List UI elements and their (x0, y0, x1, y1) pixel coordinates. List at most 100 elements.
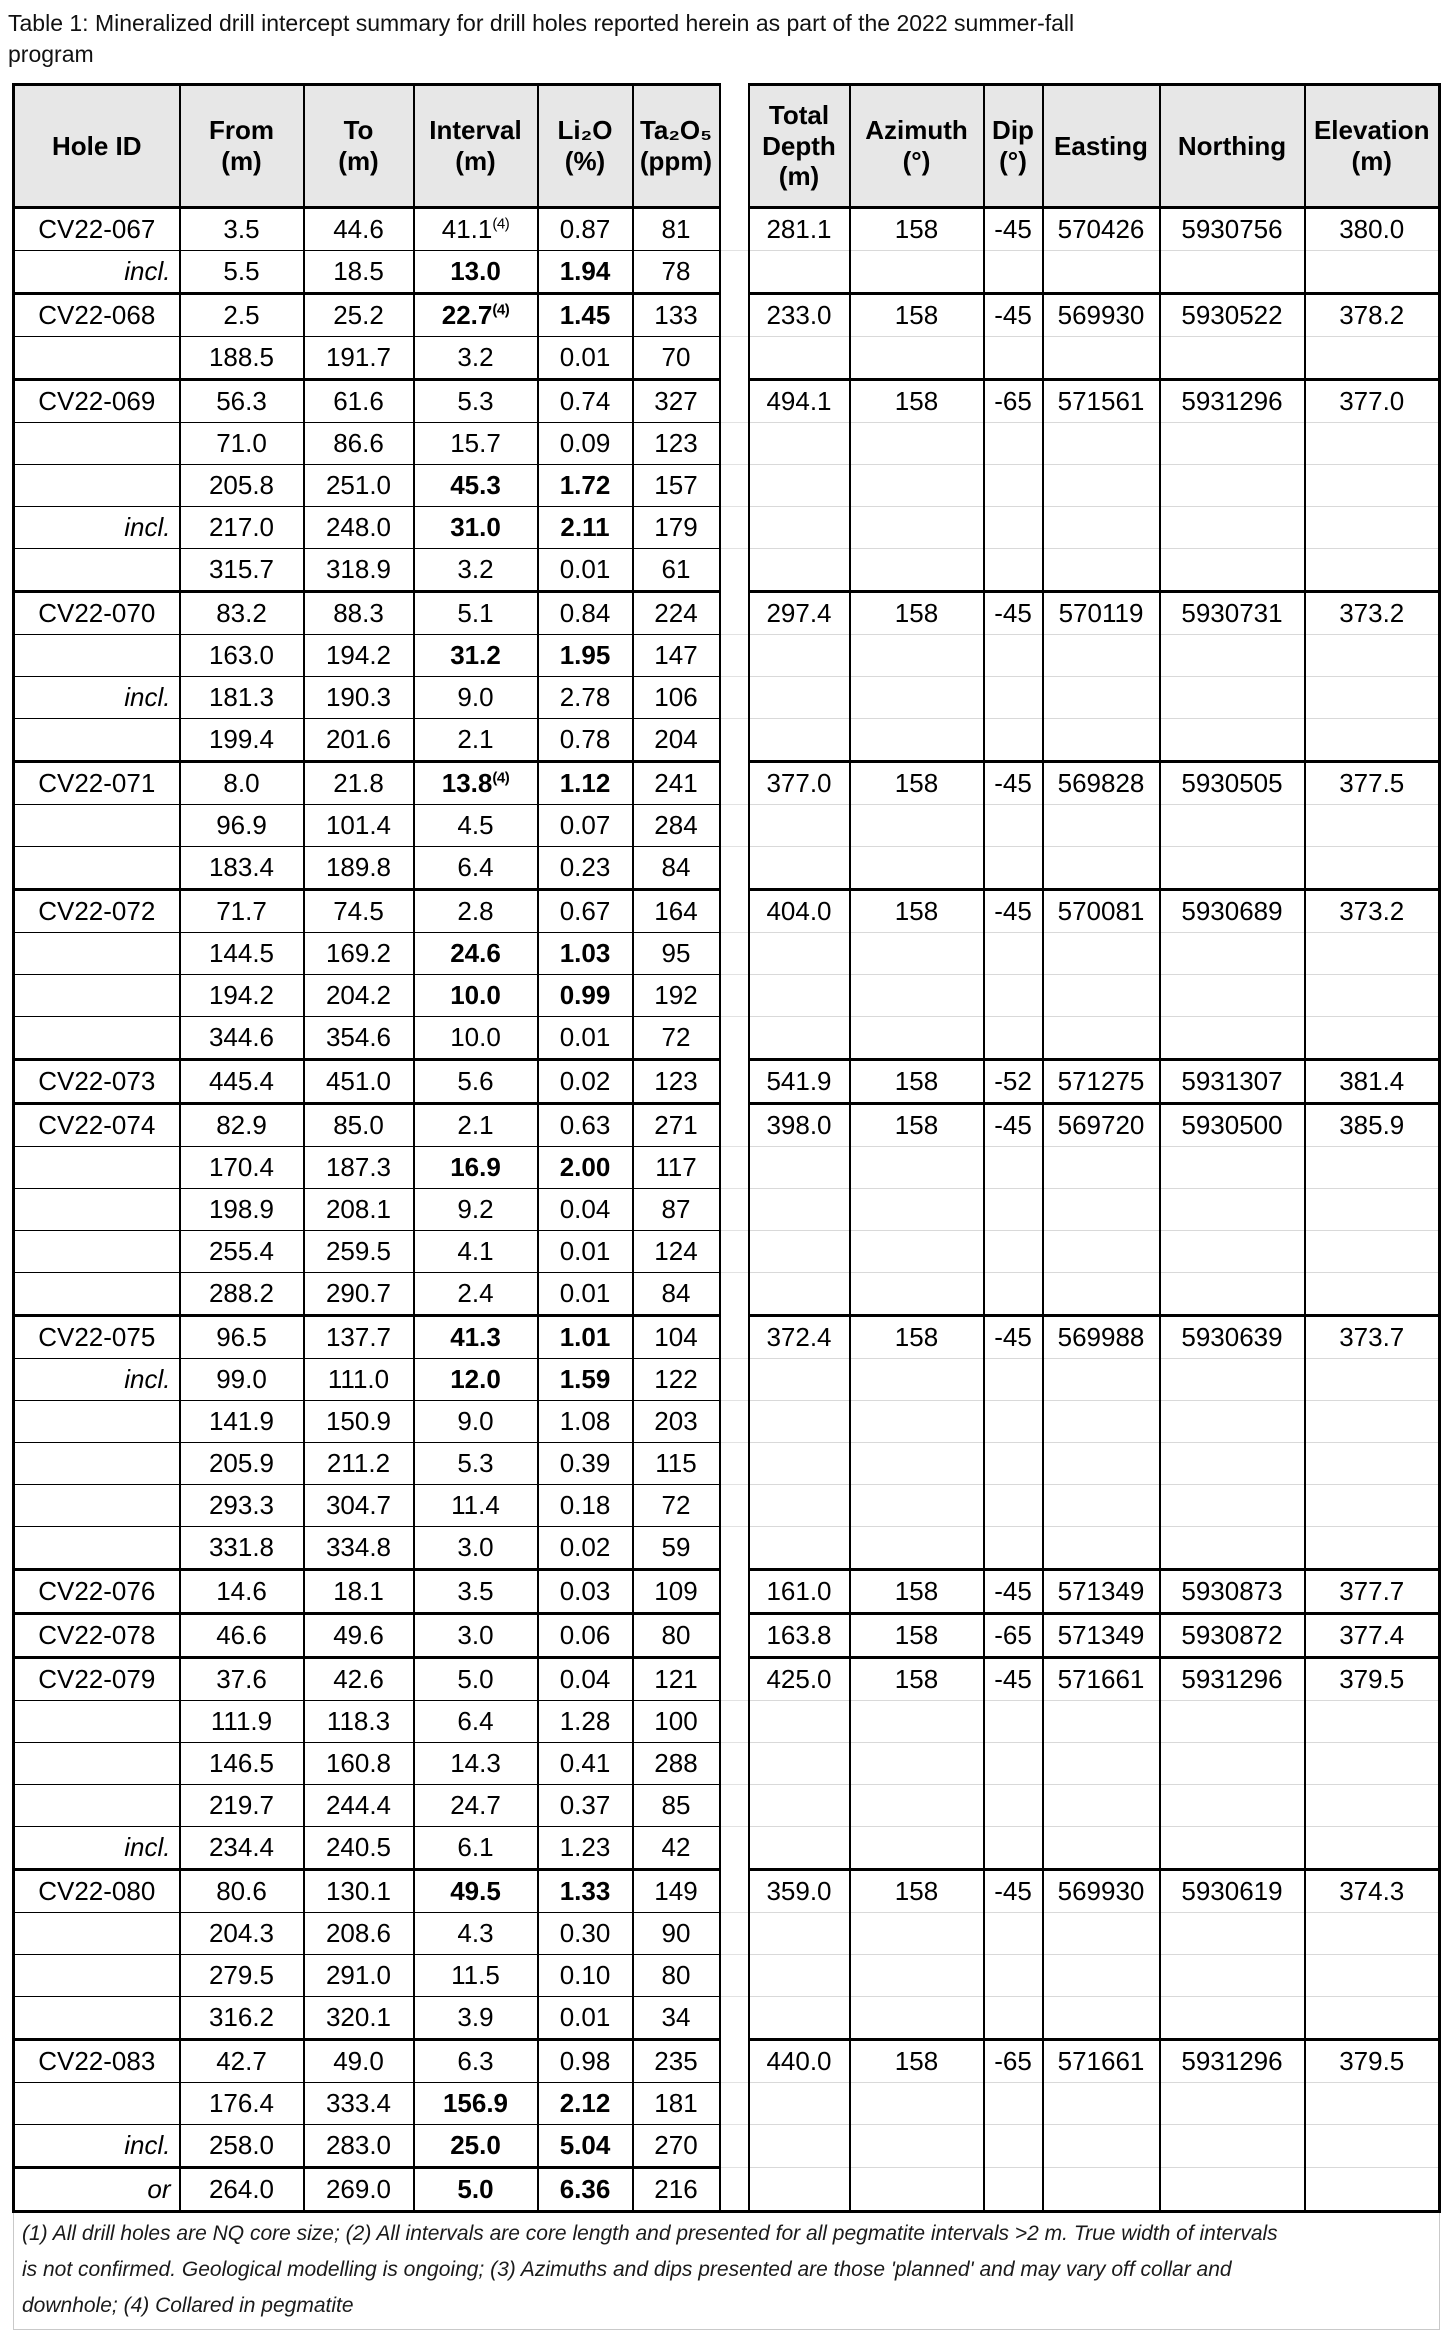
cell-interval: 49.5 (412, 1868, 539, 1913)
intercept-row-group-start: CV22-074 82.9 85.0 2.1 0.63 271 398.0 158 -45 569… (12, 1102, 1441, 1147)
cell-from: 111.9 (178, 1700, 305, 1743)
cell-dip (982, 1700, 1044, 1743)
cell-azimuth (848, 2082, 985, 2125)
col-header-from: From (m) (178, 83, 305, 209)
cell-to: 269.0 (302, 2166, 415, 2212)
cell-interval: 9.0 (412, 676, 539, 719)
cell-dip: -45 (982, 1102, 1044, 1147)
cell-from: 96.5 (178, 1314, 305, 1359)
cell-ta2o5: 59 (631, 1526, 721, 1570)
cell-elevation (1303, 1358, 1441, 1401)
cell-easting: 570426 (1041, 206, 1161, 251)
intercept-row: incl. 234.4 240.5 6.1 1.23 42 (12, 1826, 1441, 1870)
cell-elevation: 377.5 (1303, 760, 1441, 805)
cell-northing (1158, 2082, 1306, 2125)
cell-from: 288.2 (178, 1272, 305, 1316)
cell-gap (718, 676, 750, 719)
cell-easting (1041, 336, 1161, 380)
cell-easting (1041, 506, 1161, 549)
cell-total-depth (747, 1996, 851, 2040)
cell-ta2o5: 121 (631, 1656, 721, 1701)
cell-ta2o5: 100 (631, 1700, 721, 1743)
cell-from: 293.3 (178, 1484, 305, 1527)
cell-northing (1158, 250, 1306, 294)
cell-to: 201.6 (302, 718, 415, 762)
cell-dip (982, 846, 1044, 890)
footnote-line2: is not confirmed. Geological modelling i… (22, 2258, 1232, 2281)
intercept-row: incl. 5.5 18.5 13.0 1.94 78 (12, 250, 1441, 294)
cell-gap (718, 422, 750, 465)
col-header-ta2o5: Ta₂O₅ (ppm) (631, 83, 721, 209)
cell-easting (1041, 974, 1161, 1017)
cell-elevation (1303, 2124, 1441, 2168)
cell-hole-id (12, 336, 181, 380)
cell-hole-id (12, 1016, 181, 1060)
cell-gap (718, 1016, 750, 1060)
cell-northing (1158, 1996, 1306, 2040)
cell-to: 137.7 (302, 1314, 415, 1359)
cell-from: 163.0 (178, 634, 305, 677)
intercept-row: 183.4 189.8 6.4 0.23 84 (12, 846, 1441, 890)
cell-northing (1158, 1742, 1306, 1785)
cell-to: 251.0 (302, 464, 415, 507)
cell-elevation (1303, 1784, 1441, 1827)
cell-gap (718, 464, 750, 507)
cell-elevation (1303, 804, 1441, 847)
cell-to: 86.6 (302, 422, 415, 465)
cell-interval: 3.0 (412, 1612, 539, 1658)
cell-ta2o5: 124 (631, 1230, 721, 1273)
cell-hole-id (12, 1484, 181, 1527)
cell-ta2o5: 34 (631, 1996, 721, 2040)
cell-elevation (1303, 846, 1441, 890)
intercept-row-group-start: CV22-075 96.5 137.7 41.3 1.01 104 372.4 158 -45 5… (12, 1314, 1441, 1359)
cell-elevation (1303, 1230, 1441, 1273)
cell-from: 445.4 (178, 1058, 305, 1104)
cell-dip (982, 464, 1044, 507)
cell-li2o: 0.03 (536, 1568, 634, 1614)
cell-interval: 3.2 (412, 548, 539, 592)
cell-dip (982, 1954, 1044, 1997)
cell-northing (1158, 1784, 1306, 1827)
cell-elevation (1303, 676, 1441, 719)
intercept-row: 344.6 354.6 10.0 0.01 72 (12, 1016, 1441, 1060)
cell-total-depth: 494.1 (747, 378, 851, 423)
cell-dip: -45 (982, 590, 1044, 635)
cell-interval: 5.3 (412, 378, 539, 423)
cell-li2o: 0.01 (536, 336, 634, 380)
cell-elevation (1303, 1526, 1441, 1570)
cell-easting: 571661 (1041, 2038, 1161, 2083)
cell-to: 283.0 (302, 2124, 415, 2168)
footnote-line3: downhole; (4) Collared in pegmatite (22, 2294, 354, 2317)
intercept-row-group-start: CV22-078 46.6 49.6 3.0 0.06 80 163.8 158 -65 5713… (12, 1612, 1441, 1658)
cell-li2o: 0.63 (536, 1102, 634, 1147)
cell-from: 56.3 (178, 378, 305, 423)
cell-to: 190.3 (302, 676, 415, 719)
cell-gap (718, 634, 750, 677)
cell-interval: 5.6 (412, 1058, 539, 1104)
cell-azimuth (848, 804, 985, 847)
cell-dip (982, 1742, 1044, 1785)
cell-ta2o5: 122 (631, 1358, 721, 1401)
cell-li2o: 1.03 (536, 932, 634, 975)
cell-hole-id: incl. (12, 1358, 181, 1401)
cell-total-depth (747, 1826, 851, 1870)
cell-from: 183.4 (178, 846, 305, 890)
cell-azimuth (848, 932, 985, 975)
cell-gap (718, 718, 750, 762)
intercept-row: incl. 181.3 190.3 9.0 2.78 106 (12, 676, 1441, 719)
cell-li2o: 1.59 (536, 1358, 634, 1401)
cell-gap (718, 2082, 750, 2125)
cell-from: 37.6 (178, 1656, 305, 1701)
cell-gap (718, 889, 750, 933)
cell-from: 188.5 (178, 336, 305, 380)
cell-elevation: 377.4 (1303, 1612, 1441, 1658)
cell-easting (1041, 846, 1161, 890)
cell-total-depth (747, 676, 851, 719)
cell-ta2o5: 192 (631, 974, 721, 1017)
cell-gap (718, 1826, 750, 1870)
cell-interval: 3.2 (412, 336, 539, 380)
cell-total-depth (747, 1188, 851, 1231)
cell-li2o: 0.01 (536, 1272, 634, 1316)
cell-total-depth (747, 718, 851, 762)
cell-ta2o5: 61 (631, 548, 721, 592)
